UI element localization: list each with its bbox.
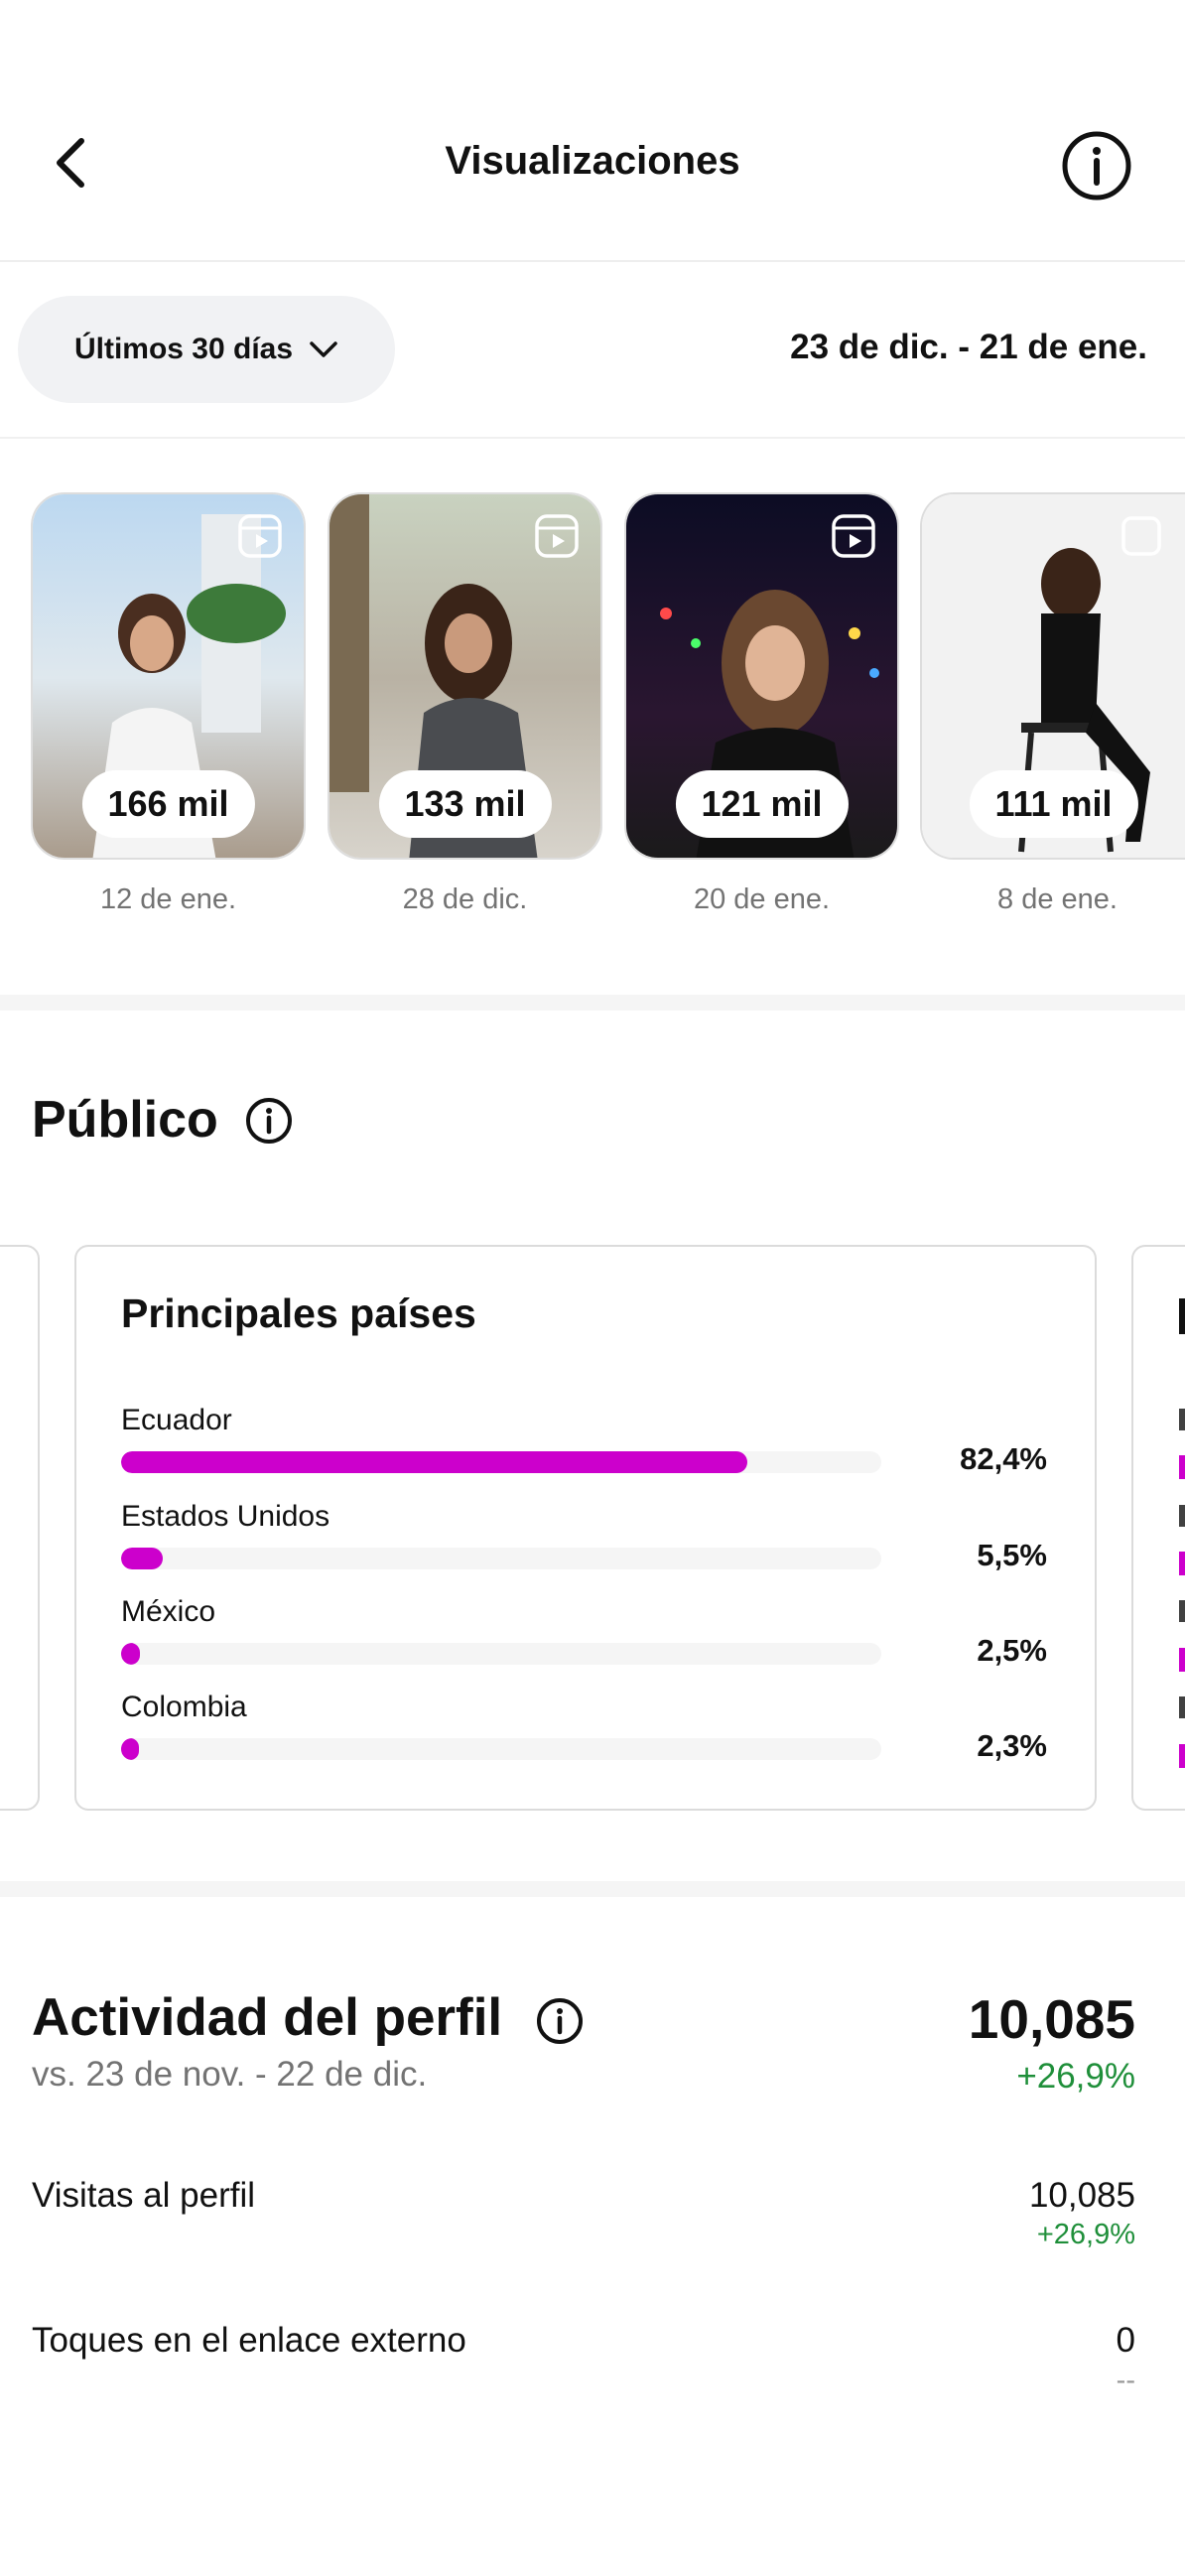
reel-icon	[535, 514, 579, 558]
external-link-taps-value: 0	[1116, 2321, 1135, 2360]
country-percent: 2,3%	[977, 1728, 1047, 1763]
info-icon[interactable]	[244, 1096, 294, 1146]
multi-photo-icon	[1121, 516, 1161, 556]
country-percent: 2,5%	[977, 1633, 1047, 1668]
date-range: 23 de dic. - 21 de ene.	[790, 328, 1147, 366]
bar-fill	[121, 1548, 164, 1569]
views-badge: 133 mil	[378, 770, 552, 838]
prev-card[interactable]	[0, 1245, 40, 1811]
reel-date: 8 de ene.	[997, 883, 1118, 915]
views-badge: 121 mil	[675, 770, 849, 838]
reel-thumbnail-2[interactable]: 133 mil	[328, 492, 602, 860]
bar-fill	[121, 1643, 141, 1665]
audience-title: Público	[32, 1091, 218, 1149]
profile-visits-label: Visitas al perfil	[32, 2176, 256, 2215]
section-divider	[0, 995, 1185, 1011]
section-divider	[0, 1881, 1185, 1897]
top-bar	[0, 0, 1185, 262]
next-card[interactable]	[1131, 1245, 1185, 1811]
chevron-left-icon	[57, 138, 84, 188]
country-percent: 82,4%	[960, 1441, 1047, 1476]
activity-title: Actividad del perfil	[32, 1988, 503, 2047]
bar-fill	[121, 1451, 748, 1473]
activity-total: 10,085	[968, 1988, 1135, 2050]
country-percent: 5,5%	[977, 1538, 1047, 1572]
activity-total-delta: +26,9%	[1016, 2057, 1135, 2096]
country-name: Ecuador	[121, 1404, 232, 1436]
reel-date: 12 de ene.	[99, 883, 237, 915]
profile-visits-delta: +26,9%	[1036, 2219, 1135, 2250]
period-label: Últimos 30 días	[73, 333, 294, 365]
back-button[interactable]	[40, 127, 99, 199]
reel-icon	[238, 514, 282, 558]
comparison-period: vs. 23 de nov. - 22 de dic.	[32, 2055, 428, 2094]
profile-visits-value: 10,085	[1028, 2176, 1135, 2215]
reel-date: 20 de ene.	[693, 883, 831, 915]
country-bar	[121, 1548, 881, 1569]
filter-row	[0, 262, 1185, 439]
period-dropdown[interactable]: Últimos 30 días	[18, 296, 395, 403]
country-bar	[121, 1738, 881, 1760]
external-link-taps-delta: --	[1116, 2365, 1135, 2396]
card-title: Principales países	[121, 1290, 476, 1336]
country-name: Colombia	[121, 1691, 247, 1723]
reel-icon	[832, 514, 875, 558]
info-icon	[1062, 131, 1131, 201]
country-name: México	[121, 1595, 216, 1628]
country-bar	[121, 1451, 881, 1473]
views-badge: 111 mil	[969, 770, 1138, 838]
country-bar	[121, 1643, 881, 1665]
info-button[interactable]	[1060, 129, 1133, 203]
reel-thumbnail-3[interactable]: 121 mil	[624, 492, 899, 860]
page-title: Visualizaciones	[445, 139, 740, 183]
post-thumbnail-4[interactable]: 111 mil	[920, 492, 1185, 860]
views-badge: 166 mil	[81, 770, 255, 838]
external-link-taps-label: Toques en el enlace externo	[32, 2321, 466, 2360]
chevron-down-icon	[310, 341, 337, 357]
info-icon[interactable]	[535, 1996, 585, 2046]
reel-thumbnail-1[interactable]: 166 mil	[31, 492, 306, 860]
reel-date: 28 de dic.	[402, 883, 528, 915]
country-name: Estados Unidos	[121, 1500, 330, 1533]
bar-fill	[121, 1738, 139, 1760]
top-countries-card	[74, 1245, 1097, 1811]
